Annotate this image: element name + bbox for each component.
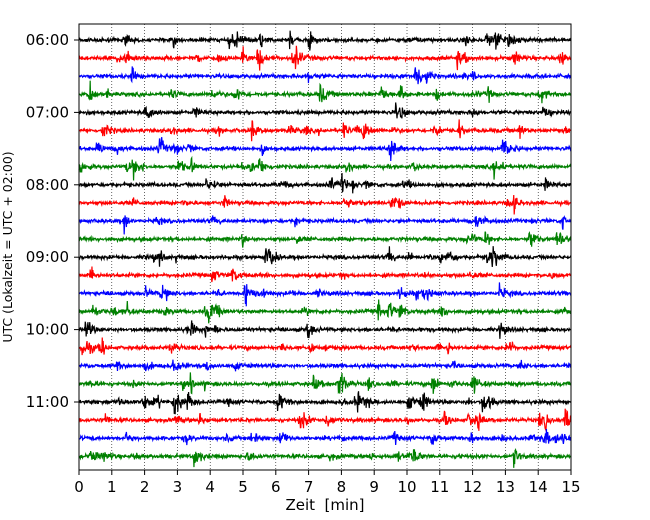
x-tick-label: 11 xyxy=(430,478,449,496)
x-tick-label: 14 xyxy=(529,478,548,496)
x-tick-label: 2 xyxy=(140,478,150,496)
trace-line xyxy=(78,391,572,415)
trace-layer xyxy=(78,30,572,468)
trace-line xyxy=(78,194,572,215)
y-axis-label: UTC (Lokalzeit = UTC + 02:00) xyxy=(0,151,15,342)
trace-line xyxy=(78,30,572,51)
x-tick-label: 8 xyxy=(337,478,347,496)
y-tick-label: 06:00 xyxy=(26,31,69,49)
trace-line xyxy=(78,448,572,468)
x-axis-ticks: 0 1 2 3 4 5 6 7 8 9 10 11 12 13 14 15 xyxy=(74,470,581,496)
trace-line xyxy=(78,299,572,324)
trace-line xyxy=(78,45,572,71)
y-axis-ticks: 06:00 07:00 08:00 09:00 10:00 11:00 xyxy=(26,31,79,411)
trace-line xyxy=(78,282,572,307)
x-tick-label: 4 xyxy=(205,478,215,496)
x-tick-label: 0 xyxy=(74,478,84,496)
x-tick-label: 15 xyxy=(561,478,580,496)
x-tick-label: 9 xyxy=(369,478,379,496)
x-tick-label: 6 xyxy=(271,478,281,496)
y-tick-label: 11:00 xyxy=(26,393,69,411)
y-tick-label: 08:00 xyxy=(26,176,69,194)
trace-line xyxy=(78,408,572,433)
trace-line xyxy=(78,155,572,181)
x-axis-label: Zeit [min] xyxy=(285,496,364,514)
x-tick-label: 1 xyxy=(107,478,117,496)
trace-line xyxy=(78,215,572,235)
x-tick-label: 10 xyxy=(397,478,416,496)
trace-line xyxy=(78,266,572,283)
trace-line xyxy=(78,173,572,194)
y-tick-label: 07:00 xyxy=(26,103,69,121)
x-tick-label: 13 xyxy=(496,478,515,496)
plot-frame xyxy=(78,23,572,471)
trace-line xyxy=(78,102,572,119)
x-tick-label: 7 xyxy=(304,478,314,496)
trace-line xyxy=(78,372,572,395)
trace-line xyxy=(78,320,572,339)
trace-line xyxy=(78,66,572,85)
trace-line xyxy=(78,119,572,142)
trace-line xyxy=(78,246,572,268)
y-tick-label: 09:00 xyxy=(26,248,69,266)
trace-line xyxy=(78,337,572,356)
y-tick-label: 10:00 xyxy=(26,321,69,339)
trace-line xyxy=(78,359,572,372)
trace-line xyxy=(78,136,572,161)
trace-line xyxy=(78,80,572,104)
x-tick-label: 5 xyxy=(238,478,248,496)
trace-line xyxy=(78,230,572,248)
x-tick-label: 3 xyxy=(173,478,183,496)
x-tick-label: 12 xyxy=(463,478,482,496)
trace-line xyxy=(78,428,572,446)
